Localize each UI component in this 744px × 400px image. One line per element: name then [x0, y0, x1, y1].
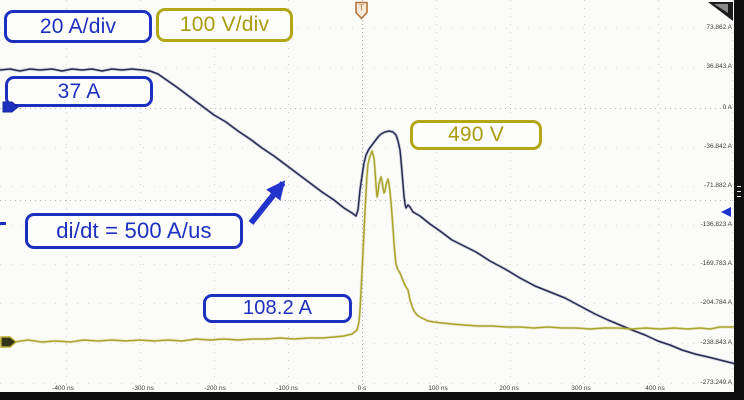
voltage-channel-marker-icon	[0, 336, 18, 348]
voltage-scale-callout: 100 V/div	[156, 8, 293, 42]
bottom-edge-bar	[0, 392, 744, 400]
voltage-trace	[0, 150, 744, 343]
didt-callout: di/dt = 500 A/us	[25, 213, 243, 249]
peak-current-label: 108.2 A	[242, 297, 313, 319]
voltage-scale-label: 100 V/div	[179, 13, 270, 36]
current-trace	[0, 68, 744, 368]
right-edge-bar	[734, 0, 744, 392]
didt-label: di/dt = 500 A/us	[56, 218, 212, 243]
peak-voltage-callout: 490 V	[410, 120, 542, 150]
trigger-level-arrow-icon	[721, 207, 731, 217]
initial-current-label: 37 A	[57, 79, 101, 103]
didt-arrow	[248, 180, 286, 225]
corner-marker-inner	[714, 4, 728, 13]
left-edge-tick	[0, 222, 6, 225]
bar-tick	[737, 196, 741, 197]
current-scale-callout: 20 A/div	[4, 10, 152, 43]
bar-tick	[737, 191, 741, 192]
svg-text:T: T	[359, 4, 364, 13]
bar-tick	[737, 186, 741, 187]
current-channel-marker-icon	[2, 101, 19, 113]
peak-voltage-label: 490 V	[448, 123, 504, 146]
current-scale-label: 20 A/div	[39, 14, 117, 38]
trigger-position-icon: T	[355, 1, 368, 20]
initial-current-callout: 37 A	[5, 76, 153, 107]
peak-current-callout: 108.2 A	[203, 294, 352, 323]
